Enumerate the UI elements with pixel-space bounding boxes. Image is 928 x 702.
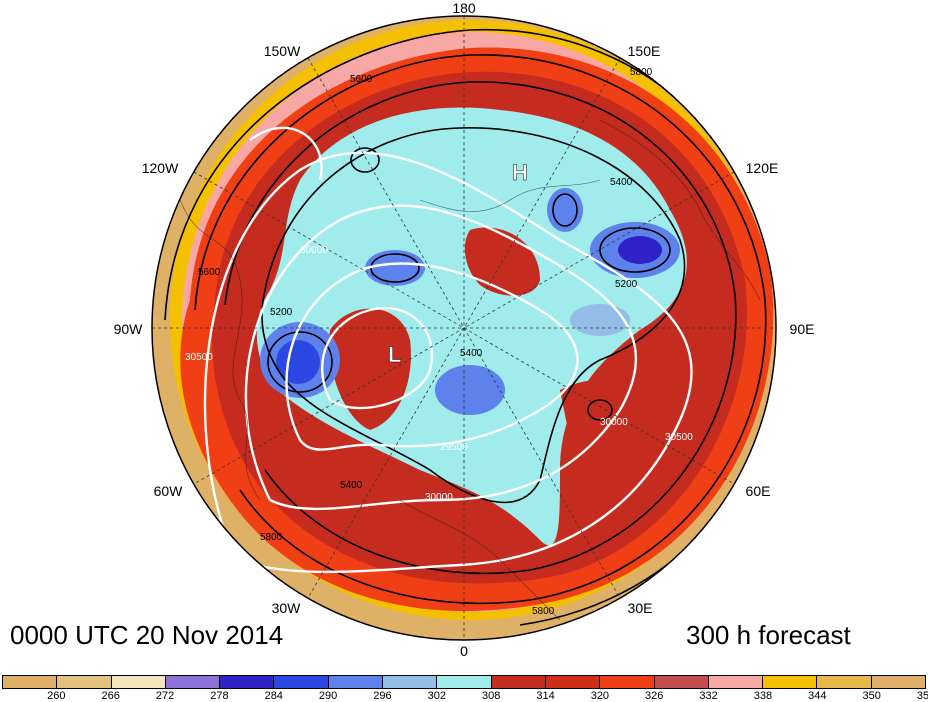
colorbar-box	[57, 676, 112, 688]
lon-label-60w: 60W	[153, 483, 183, 499]
colorbar-labels: 260 266 272 278 284 290 296 302 308 314 320 326 332 3…	[2, 690, 928, 702]
lon-label-120w: 120W	[141, 160, 179, 176]
lon-label-180: 180	[452, 0, 476, 16]
red-tongue-west	[329, 308, 411, 430]
colorbar-box	[654, 676, 709, 688]
contour-label-5400-ne: 5400	[610, 177, 633, 188]
colorbar-box	[871, 676, 926, 688]
contour-label-5800-ne: 5800	[630, 67, 653, 78]
colorbar-box	[600, 676, 655, 688]
colorbar-label: 326	[645, 690, 664, 702]
lon-label-90e: 90E	[789, 321, 815, 337]
colorbar-box	[545, 676, 601, 688]
lon-label-150w: 150W	[263, 43, 301, 59]
colorbar-box	[111, 676, 166, 688]
contour-label-5200-w: 5200	[270, 307, 293, 318]
contour-label-5600-w: 5600	[198, 267, 221, 278]
colorbar-box	[274, 676, 329, 688]
colorbar-label: 266	[101, 690, 120, 702]
contour-label-5400-sw: 5400	[340, 480, 363, 491]
contour-label-5200-e: 5200	[615, 279, 638, 290]
colorbar-box	[437, 676, 492, 688]
cold-core-east-inner	[618, 236, 662, 264]
lon-label-0: 0	[460, 643, 468, 659]
cold-core-south	[435, 365, 505, 415]
contour-label-30000-e: 30000	[600, 417, 628, 428]
colorbar-label: 356	[916, 690, 928, 702]
colorbar-label: 314	[536, 690, 555, 702]
lon-label-30e: 30E	[627, 600, 653, 616]
colorbar-label: 290	[318, 690, 338, 702]
colorbar-label: 284	[264, 690, 283, 702]
valid-time-title: 0000 UTC 20 Nov 2014	[10, 620, 284, 650]
coastlines	[179, 119, 761, 621]
colorbar-label: 338	[753, 690, 773, 702]
colorbar-box	[165, 676, 221, 688]
colorbar-label: 320	[590, 690, 610, 702]
contour-label-5400-c: 5400	[460, 348, 483, 359]
map-border	[151, 15, 777, 641]
contour-label-5600-nw: 5600	[350, 74, 373, 85]
colorbar-label: 302	[427, 690, 446, 702]
colorbar-label: 332	[699, 690, 718, 702]
lon-label-120e: 120E	[745, 160, 779, 176]
colorbar-box	[3, 676, 58, 688]
lon-label-30w: 30W	[271, 600, 301, 616]
colorbar-label: 350	[862, 690, 881, 702]
colorbar-label: 278	[210, 690, 229, 702]
colorbar-box	[817, 676, 872, 688]
contour-label-30000-s: 30000	[425, 492, 453, 503]
lon-label-90w: 90W	[113, 321, 143, 337]
cold-core-north-a	[365, 250, 425, 286]
colorbar-label: 308	[481, 690, 501, 702]
contour-label-29500-s: 29500	[440, 442, 468, 453]
lon-label-60e: 60E	[745, 483, 771, 499]
contour-label-group: 5800 5600 5400 5200 5200 5400 5400 5800 …	[185, 67, 693, 617]
contour-label-5800-s: 5800	[532, 606, 555, 617]
high-marker: H	[512, 160, 528, 185]
colorbar-box	[220, 676, 275, 688]
colorbar-box	[491, 676, 546, 688]
colorbar-box	[383, 676, 438, 688]
white-contours	[203, 126, 693, 574]
colorbar-box	[763, 676, 818, 688]
contour-label-30500-e: 30500	[665, 432, 693, 443]
cool-patch-east	[570, 304, 630, 336]
contour-label-30000-nw: 30000	[300, 245, 328, 256]
colorbar	[2, 675, 926, 689]
forecast-hour-title: 300 h forecast	[686, 620, 851, 650]
colorbar-box	[328, 676, 384, 688]
graticule	[152, 16, 776, 640]
contour-label-5800-sw: 5800	[260, 532, 283, 543]
lon-label-150e: 150E	[627, 43, 661, 59]
contour-label-30500-w: 30500	[185, 352, 213, 363]
colorbar-box	[708, 676, 764, 688]
colorbar-label: 272	[155, 690, 175, 702]
colorbar-label: 344	[808, 690, 827, 702]
colorbar-label: 296	[373, 690, 392, 702]
colorbar-label: 260	[47, 690, 66, 702]
low-marker: L	[388, 342, 401, 367]
